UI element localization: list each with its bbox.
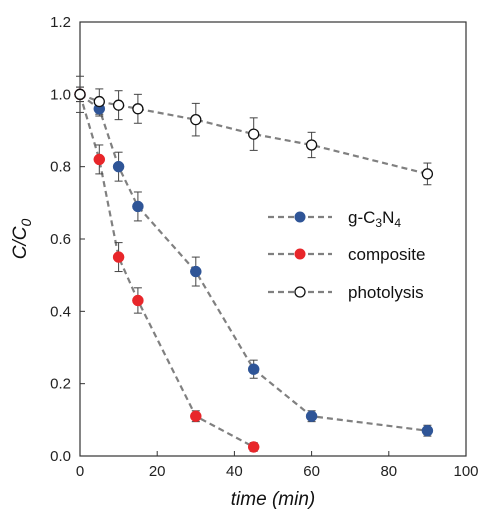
legend: g-C3N4 composite photolysis: [268, 208, 425, 302]
composite-point: [190, 410, 202, 422]
photolysis-point: [74, 88, 86, 100]
legend-label-part: N: [382, 208, 394, 227]
composite-point: [93, 153, 106, 166]
composite-line: [78, 94, 255, 448]
legend-label-part: photolysis: [348, 283, 424, 302]
x-tick-label: 80: [380, 463, 397, 480]
gcn-line: [79, 93, 428, 432]
x-tick-label: 60: [303, 463, 320, 480]
x-tick-label: 20: [149, 463, 166, 480]
legend-label: composite: [348, 245, 425, 264]
y-tick-label: 0.8: [50, 159, 71, 176]
axis-titles: time (min)C/C0: [10, 219, 315, 510]
legend-label-subscript: 3: [375, 216, 382, 230]
legend-item-photolysis: photolysis: [268, 283, 424, 302]
photolysis-point: [421, 168, 434, 180]
gcn-point: [421, 424, 434, 437]
y-tick-label: 1.2: [50, 14, 71, 31]
photolysis-point: [112, 99, 125, 111]
legend-label: photolysis: [348, 283, 424, 302]
data-markers: [74, 88, 434, 453]
y-axis-title: C/C0: [10, 219, 34, 260]
y-axis-title-sub: 0: [18, 219, 34, 227]
x-tick-label: 40: [226, 463, 243, 480]
legend-marker: [294, 248, 306, 260]
legend-label-subscript: 4: [394, 216, 401, 230]
photolysis-point: [305, 139, 318, 151]
legend-label: g-C3N4: [348, 208, 401, 230]
x-axis-title: time (min): [231, 489, 315, 510]
photolysis-point: [93, 95, 105, 108]
gcn-point: [305, 410, 318, 422]
y-tick-label: 0.0: [50, 448, 71, 465]
composite-point: [112, 251, 125, 263]
legend-marker: [294, 286, 306, 298]
composite-point: [132, 294, 144, 307]
x-tick-label: 0: [76, 463, 84, 480]
legend-label-part: g-C: [348, 208, 375, 227]
gcn-point: [112, 160, 125, 173]
legend-item-composite: composite: [268, 245, 425, 264]
gcn-point: [190, 265, 202, 278]
y-tick-label: 0.2: [50, 376, 71, 393]
photolysis-point: [132, 103, 144, 115]
plot-frame: [79, 21, 467, 457]
composite-point: [247, 441, 260, 453]
gcn-point: [247, 363, 260, 375]
photolysis-point: [190, 114, 202, 126]
y-tick-label: 1.0: [50, 86, 71, 103]
axes: 0 20 40 60 80 100 0.0 0.2 0.4 0.6 0.8 1.0 1.2: [50, 14, 478, 480]
y-tick-label: 0.6: [50, 231, 71, 248]
legend-item-gcn: g-C3N4: [268, 208, 401, 230]
y-axis-title-main: C/C: [10, 226, 31, 259]
legend-marker: [294, 211, 306, 223]
legend-label-part: composite: [348, 245, 425, 264]
y-tick-label: 0.4: [50, 303, 71, 320]
photolysis-point: [248, 128, 260, 140]
gcn-point: [132, 200, 144, 213]
x-tick-label: 100: [453, 463, 478, 480]
